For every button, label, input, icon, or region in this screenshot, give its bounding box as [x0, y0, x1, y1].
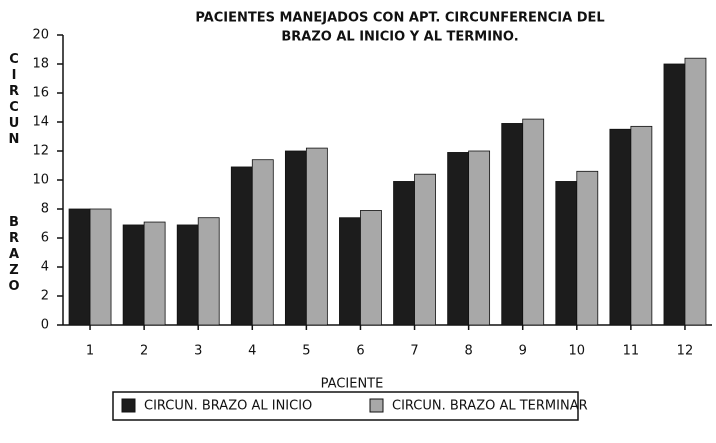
bar [630, 125, 653, 326]
y-axis-label: BRAZO [7, 215, 22, 295]
y-tick-label: 20 [32, 28, 49, 43]
chart-title: PACIENTES MANEJADOS CON APT. CIRCUNFEREN… [195, 11, 604, 26]
y-tick-label: 2 [41, 289, 49, 304]
x-tick-label: 12 [677, 344, 694, 359]
y-tick-label: 18 [32, 57, 49, 72]
y-tick-label: 10 [32, 173, 49, 188]
legend-label: CIRCUN. BRAZO AL TERMINAR [392, 399, 588, 414]
x-axis-label: PACIENTE [321, 377, 384, 392]
bar [360, 210, 382, 326]
bar [501, 123, 524, 326]
bar [68, 208, 91, 326]
bar [447, 152, 470, 326]
bar [284, 150, 307, 326]
legend-label: CIRCUN. BRAZO AL INICIO [144, 399, 312, 414]
bar [684, 57, 707, 326]
x-tick-label: 10 [569, 344, 586, 359]
bar [122, 224, 145, 326]
bar [468, 150, 491, 326]
legend-box [112, 391, 579, 421]
y-tick-label: 0 [41, 318, 49, 333]
bar [339, 217, 361, 326]
x-tick-label: 1 [86, 344, 94, 359]
x-tick-label: 6 [356, 344, 364, 359]
bar [393, 181, 415, 326]
legend-swatch [121, 398, 136, 413]
bar [197, 217, 220, 326]
y-tick-label: 6 [41, 231, 49, 246]
bar [609, 128, 632, 326]
bar [251, 159, 274, 326]
bar [305, 147, 328, 326]
x-tick-label: 2 [140, 344, 148, 359]
x-tick-label: 8 [464, 344, 472, 359]
x-tick-label: 5 [302, 344, 310, 359]
x-tick-label: 7 [410, 344, 418, 359]
bar [576, 170, 599, 326]
bar [176, 224, 199, 326]
bar [663, 63, 686, 326]
legend-swatch [369, 398, 384, 413]
y-tick-label: 8 [41, 202, 49, 217]
y-tick-label: 12 [32, 144, 49, 159]
bar [89, 208, 112, 326]
y-tick-label: 16 [32, 86, 49, 101]
bar [414, 173, 436, 326]
y-tick-label: 4 [41, 260, 49, 275]
y-tick-label: 14 [32, 115, 49, 130]
x-tick-label: 4 [248, 344, 256, 359]
bar [555, 181, 578, 326]
bar [230, 166, 253, 326]
bar [143, 221, 166, 326]
chart-title: BRAZO AL INICIO Y AL TERMINO. [281, 30, 518, 45]
x-tick-label: 11 [623, 344, 640, 359]
x-tick-label: 3 [194, 344, 202, 359]
x-tick-label: 9 [519, 344, 527, 359]
y-axis-label: CIRCUN [7, 52, 22, 148]
bar [522, 118, 545, 326]
